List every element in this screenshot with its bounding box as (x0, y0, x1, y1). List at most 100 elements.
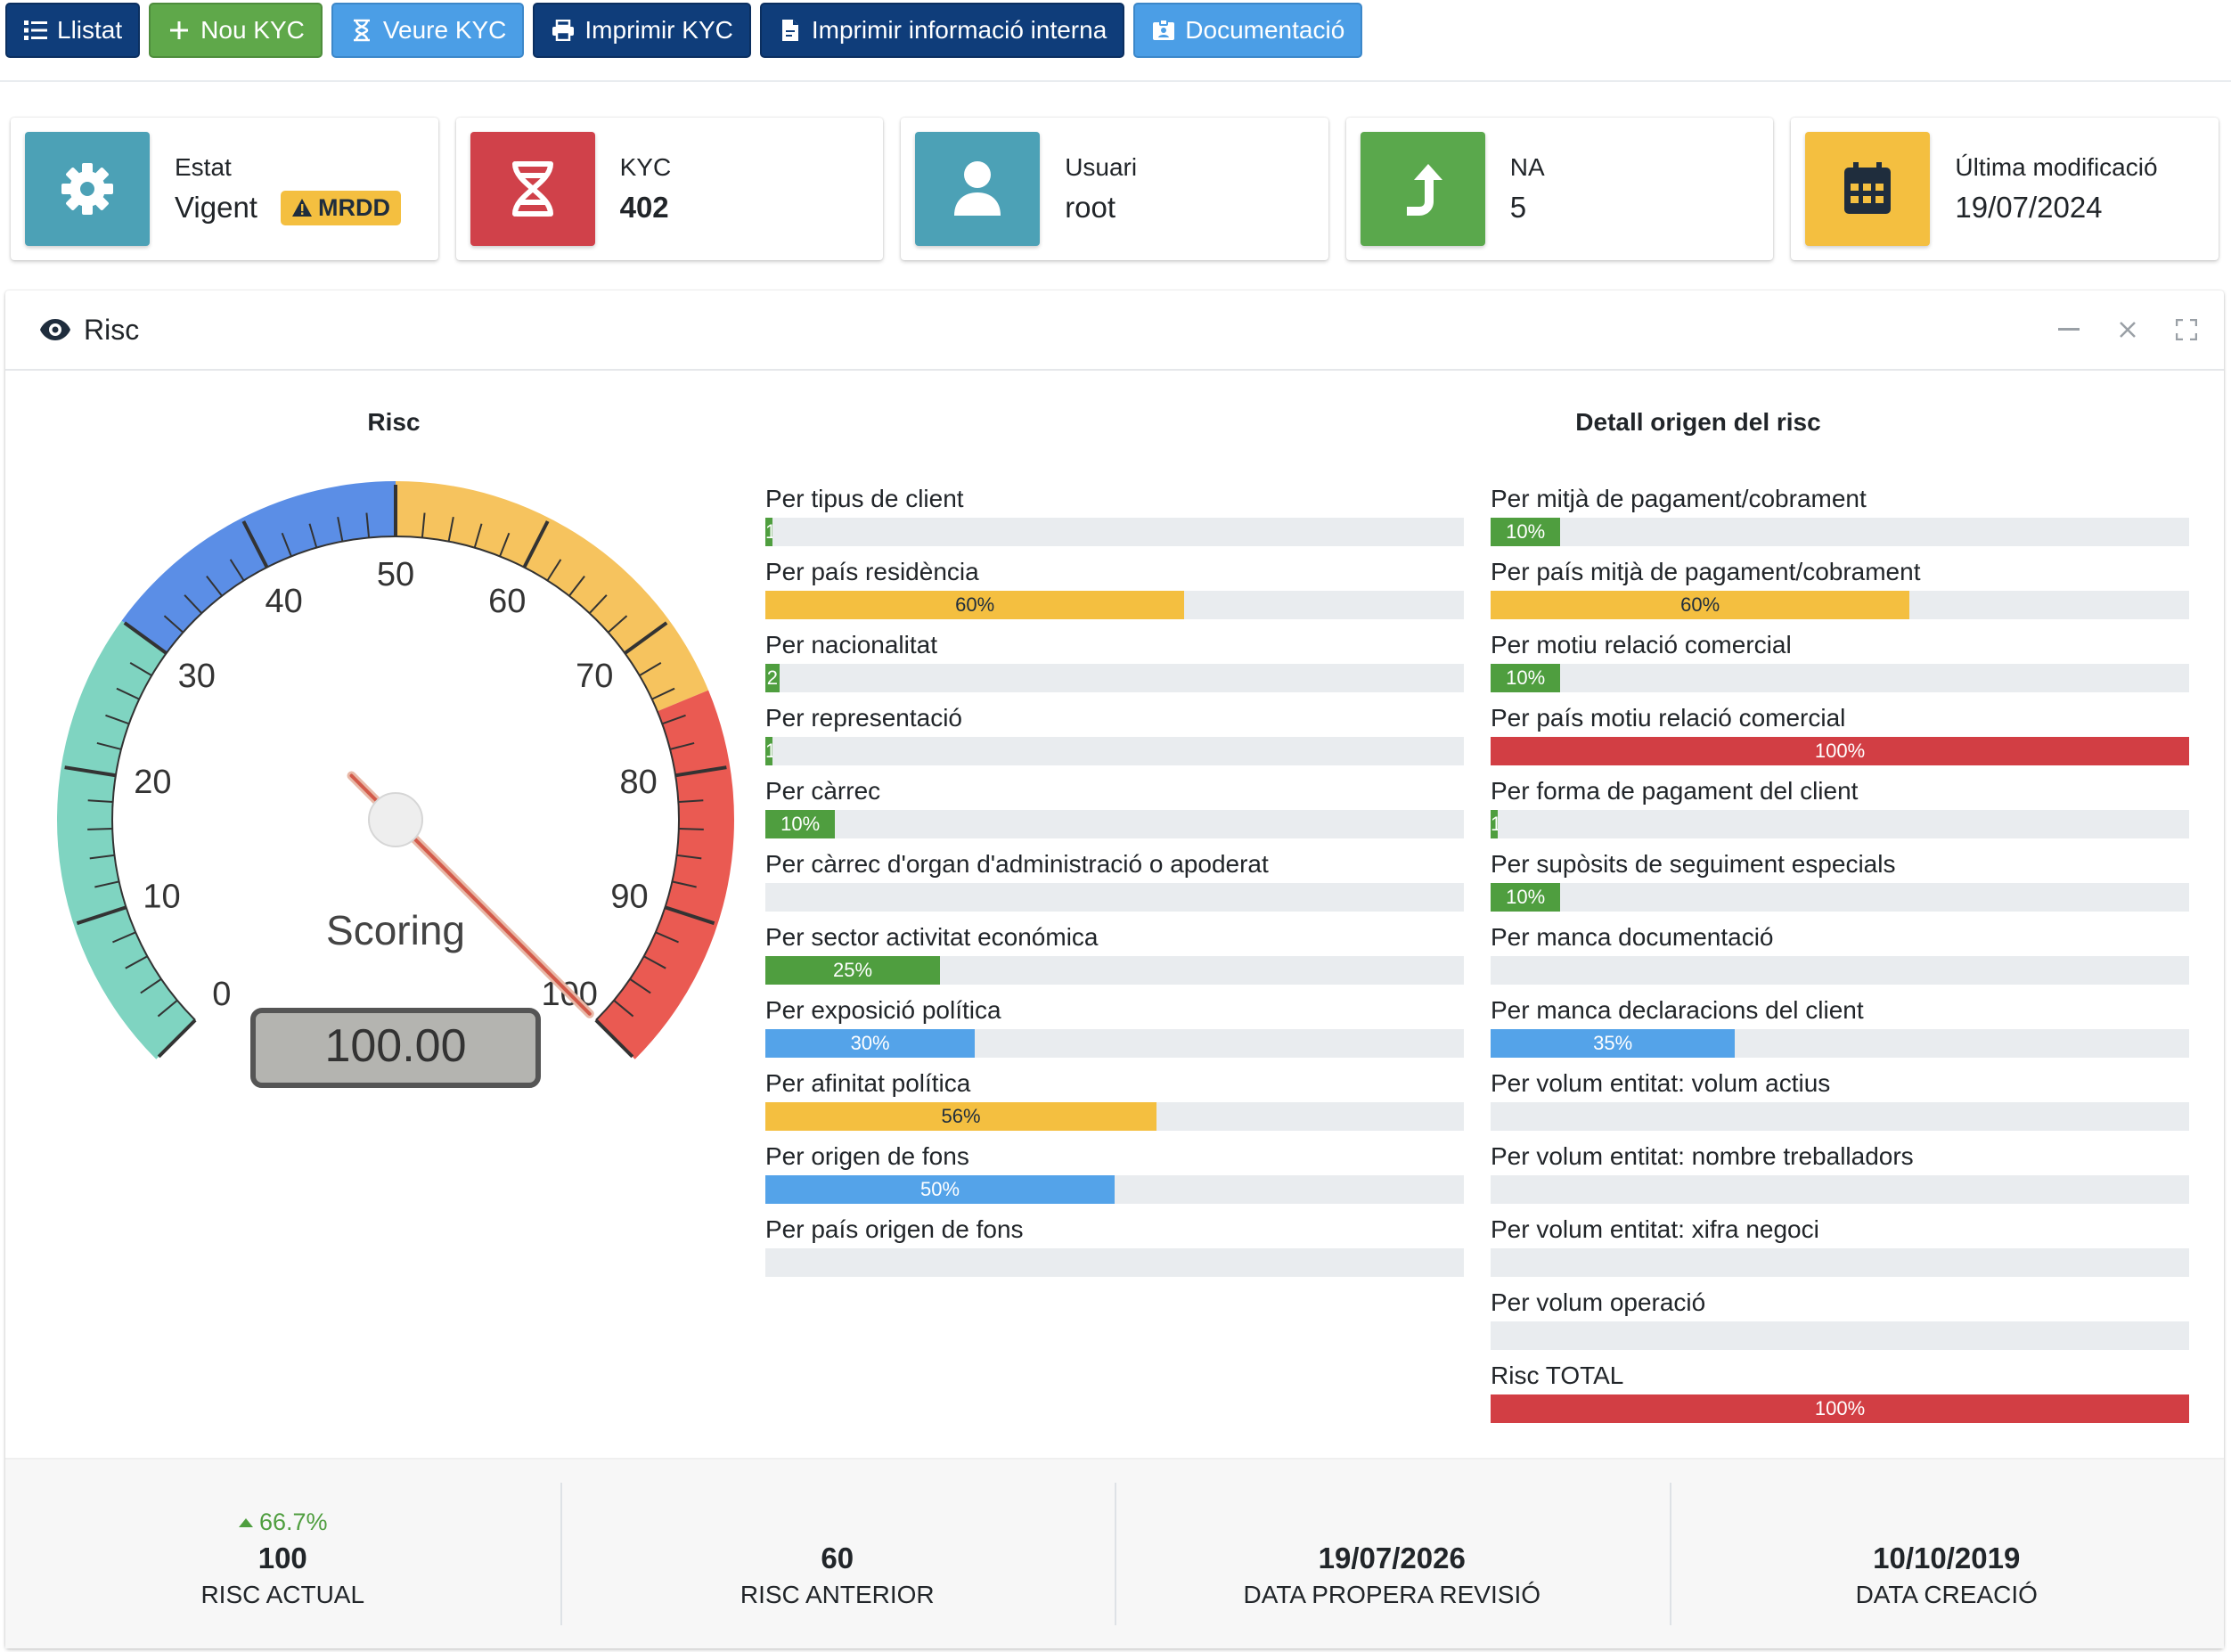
minor-tick (669, 741, 695, 750)
imprimir-informacio-interna-button[interactable]: Imprimir informació interna (759, 3, 1125, 58)
risk-item-label: Per sector activitat económica (765, 923, 1099, 951)
minor-tick (421, 512, 426, 538)
risk-item-label: Per forma de pagament del client (1491, 777, 1859, 805)
progress-track: 1 (765, 737, 1464, 765)
nou-kyc-label: Nou KYC (200, 16, 305, 44)
risc-actual-value: 100 (257, 1542, 307, 1574)
minor-tick (229, 559, 245, 582)
minor-tick (281, 532, 292, 557)
gauge-band (595, 690, 735, 1059)
major-tick (64, 765, 117, 778)
progress-track: 10% (1491, 883, 2189, 912)
risk-item: Per càrrec d'organ d'administració o apo… (765, 849, 1464, 922)
gauge-inner-line (111, 536, 680, 1021)
risk-item-label: Per volum operació (1491, 1288, 1706, 1316)
hourglass-icon (349, 18, 374, 43)
progress-bar: 30% (765, 1029, 976, 1058)
gauge-tick-label: 80 (619, 764, 657, 801)
card-title: Risc (84, 313, 140, 346)
risk-item: Per nacionalitat 2 (765, 630, 1464, 703)
risk-item: Per origen de fons 50% (765, 1141, 1464, 1214)
documentacio-label: Documentació (1185, 16, 1345, 44)
close-button[interactable] (2112, 310, 2144, 349)
toolbar-divider (0, 80, 2231, 82)
risk-item-label: Per origen de fons (765, 1142, 969, 1170)
estat-label: Estat (175, 152, 232, 181)
llistat-button[interactable]: Llistat (5, 3, 141, 58)
progress-track: 100% (1491, 1394, 2189, 1423)
documentacio-button[interactable]: Documentació (1133, 3, 1363, 58)
risk-item: Per representació 1 (765, 703, 1464, 776)
gauge-caption: Scoring (326, 907, 465, 953)
eye-icon (40, 319, 70, 340)
id-card-icon (1151, 18, 1176, 43)
major-tick (522, 520, 550, 568)
printer-icon (551, 18, 576, 43)
progress-bar: 25% (765, 956, 940, 985)
risk-item-label: Per nacionalitat (765, 631, 938, 658)
toolbar: Llistat Nou KYC Veure KYC Imprimir KYC I… (5, 3, 1363, 58)
risk-item-label: Per exposició política (765, 996, 1001, 1024)
arrow-turn-up-icon (1360, 132, 1485, 246)
minor-tick (629, 977, 651, 994)
nou-kyc-button[interactable]: Nou KYC (149, 3, 323, 58)
stat-propera-revisio: 19/07/2026 DATA PROPERA REVISIÓ (1115, 1460, 1670, 1648)
progress-track: 10% (1491, 664, 2189, 692)
progress-track: 1 (1491, 810, 2189, 838)
risk-item: Per motiu relació comercial 10% (1491, 630, 2189, 703)
minor-tick (125, 955, 148, 969)
minor-tick (447, 516, 454, 542)
gear-icon (25, 132, 150, 246)
risk-item: Per volum entitat: nombre treballadors (1491, 1141, 2189, 1214)
risk-item-label: Per càrrec d'organ d'administració o apo… (765, 850, 1269, 878)
mrdd-badge-label: MRDD (317, 193, 390, 221)
gauge-tick-label: 70 (576, 658, 613, 695)
info-box-kyc: KYC 402 (455, 118, 884, 260)
gauge-tick-label: 90 (610, 878, 648, 915)
plus-icon (167, 18, 192, 43)
minor-tick (588, 594, 608, 614)
risk-item: Per sector activitat económica 25% (765, 922, 1464, 995)
mrdd-badge: MRDD (280, 190, 401, 225)
progress-track (1491, 956, 2189, 985)
propera-revisio-value: 19/07/2026 (1318, 1542, 1466, 1574)
risk-item: Per tipus de client 1 (765, 484, 1464, 557)
risc-card: Risc Risc Detall origen del risc 0 10 20 30… (5, 290, 2224, 1648)
progress-track (765, 883, 1464, 912)
imprimir-kyc-button[interactable]: Imprimir KYC (533, 3, 751, 58)
gauge-needle-hub (368, 792, 423, 847)
minor-tick (157, 999, 178, 1018)
list-icon (23, 18, 48, 43)
veure-kyc-button[interactable]: Veure KYC (331, 3, 525, 58)
risk-item: Per manca documentació (1491, 922, 2189, 995)
gauge-tick-label: 40 (266, 583, 303, 620)
maximize-button[interactable] (2170, 310, 2202, 349)
minimize-button[interactable] (2053, 310, 2085, 349)
progress-track (1491, 1102, 2189, 1131)
risk-item: Per país residència 60% (765, 557, 1464, 630)
stat-data-creacio: 10/10/2019 DATA CREACIÓ (1669, 1460, 2225, 1648)
progress-track: 10% (765, 810, 1464, 838)
progress-track: 56% (765, 1102, 1464, 1131)
ultima-modificacio-value: 19/07/2024 (1955, 191, 2103, 224)
minor-tick (676, 854, 702, 860)
minor-tick (337, 516, 344, 542)
major-tick (594, 1018, 634, 1059)
user-icon (915, 132, 1041, 246)
major-tick (674, 765, 727, 778)
risk-item-label: Per supòsits de seguiment especials (1491, 850, 1896, 878)
major-tick (624, 621, 668, 655)
minor-tick (140, 977, 162, 994)
progress-track: 1 (765, 518, 1464, 546)
gauge-band (396, 481, 709, 712)
gauge-band (121, 481, 396, 654)
risk-item-label: Per volum entitat: nombre treballadors (1491, 1142, 1914, 1170)
risk-item: Per afinitat política 56% (765, 1068, 1464, 1141)
minor-tick (308, 523, 318, 548)
gauge-tick-label: 30 (178, 658, 216, 695)
minor-tick (105, 714, 130, 725)
na-label: NA (1509, 153, 1545, 181)
usuari-value: root (1065, 191, 1116, 224)
risk-item-label: Per país origen de fons (765, 1215, 1024, 1243)
close-icon (2120, 322, 2136, 338)
